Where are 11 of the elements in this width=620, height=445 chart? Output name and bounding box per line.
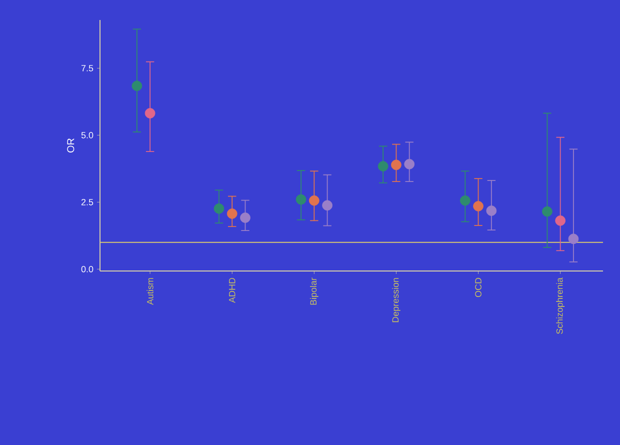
y-axis-title: OR (67, 138, 74, 153)
y-tick-label: 0.0 (81, 266, 94, 272)
x-tick-label: Depression (392, 278, 400, 322)
y-tick-label: 7.5 (81, 65, 94, 72)
x-tick-label: Bipolar (310, 278, 318, 305)
x-tick-label: ADHD (229, 278, 236, 303)
x-tick-label: Autism (146, 278, 154, 305)
y-tick-label: 2.5 (81, 198, 94, 206)
x-tick-label: OCD (475, 278, 482, 298)
y-tick-label: 5.0 (81, 132, 94, 138)
x-tick-label: Schizophrenia (556, 278, 565, 334)
